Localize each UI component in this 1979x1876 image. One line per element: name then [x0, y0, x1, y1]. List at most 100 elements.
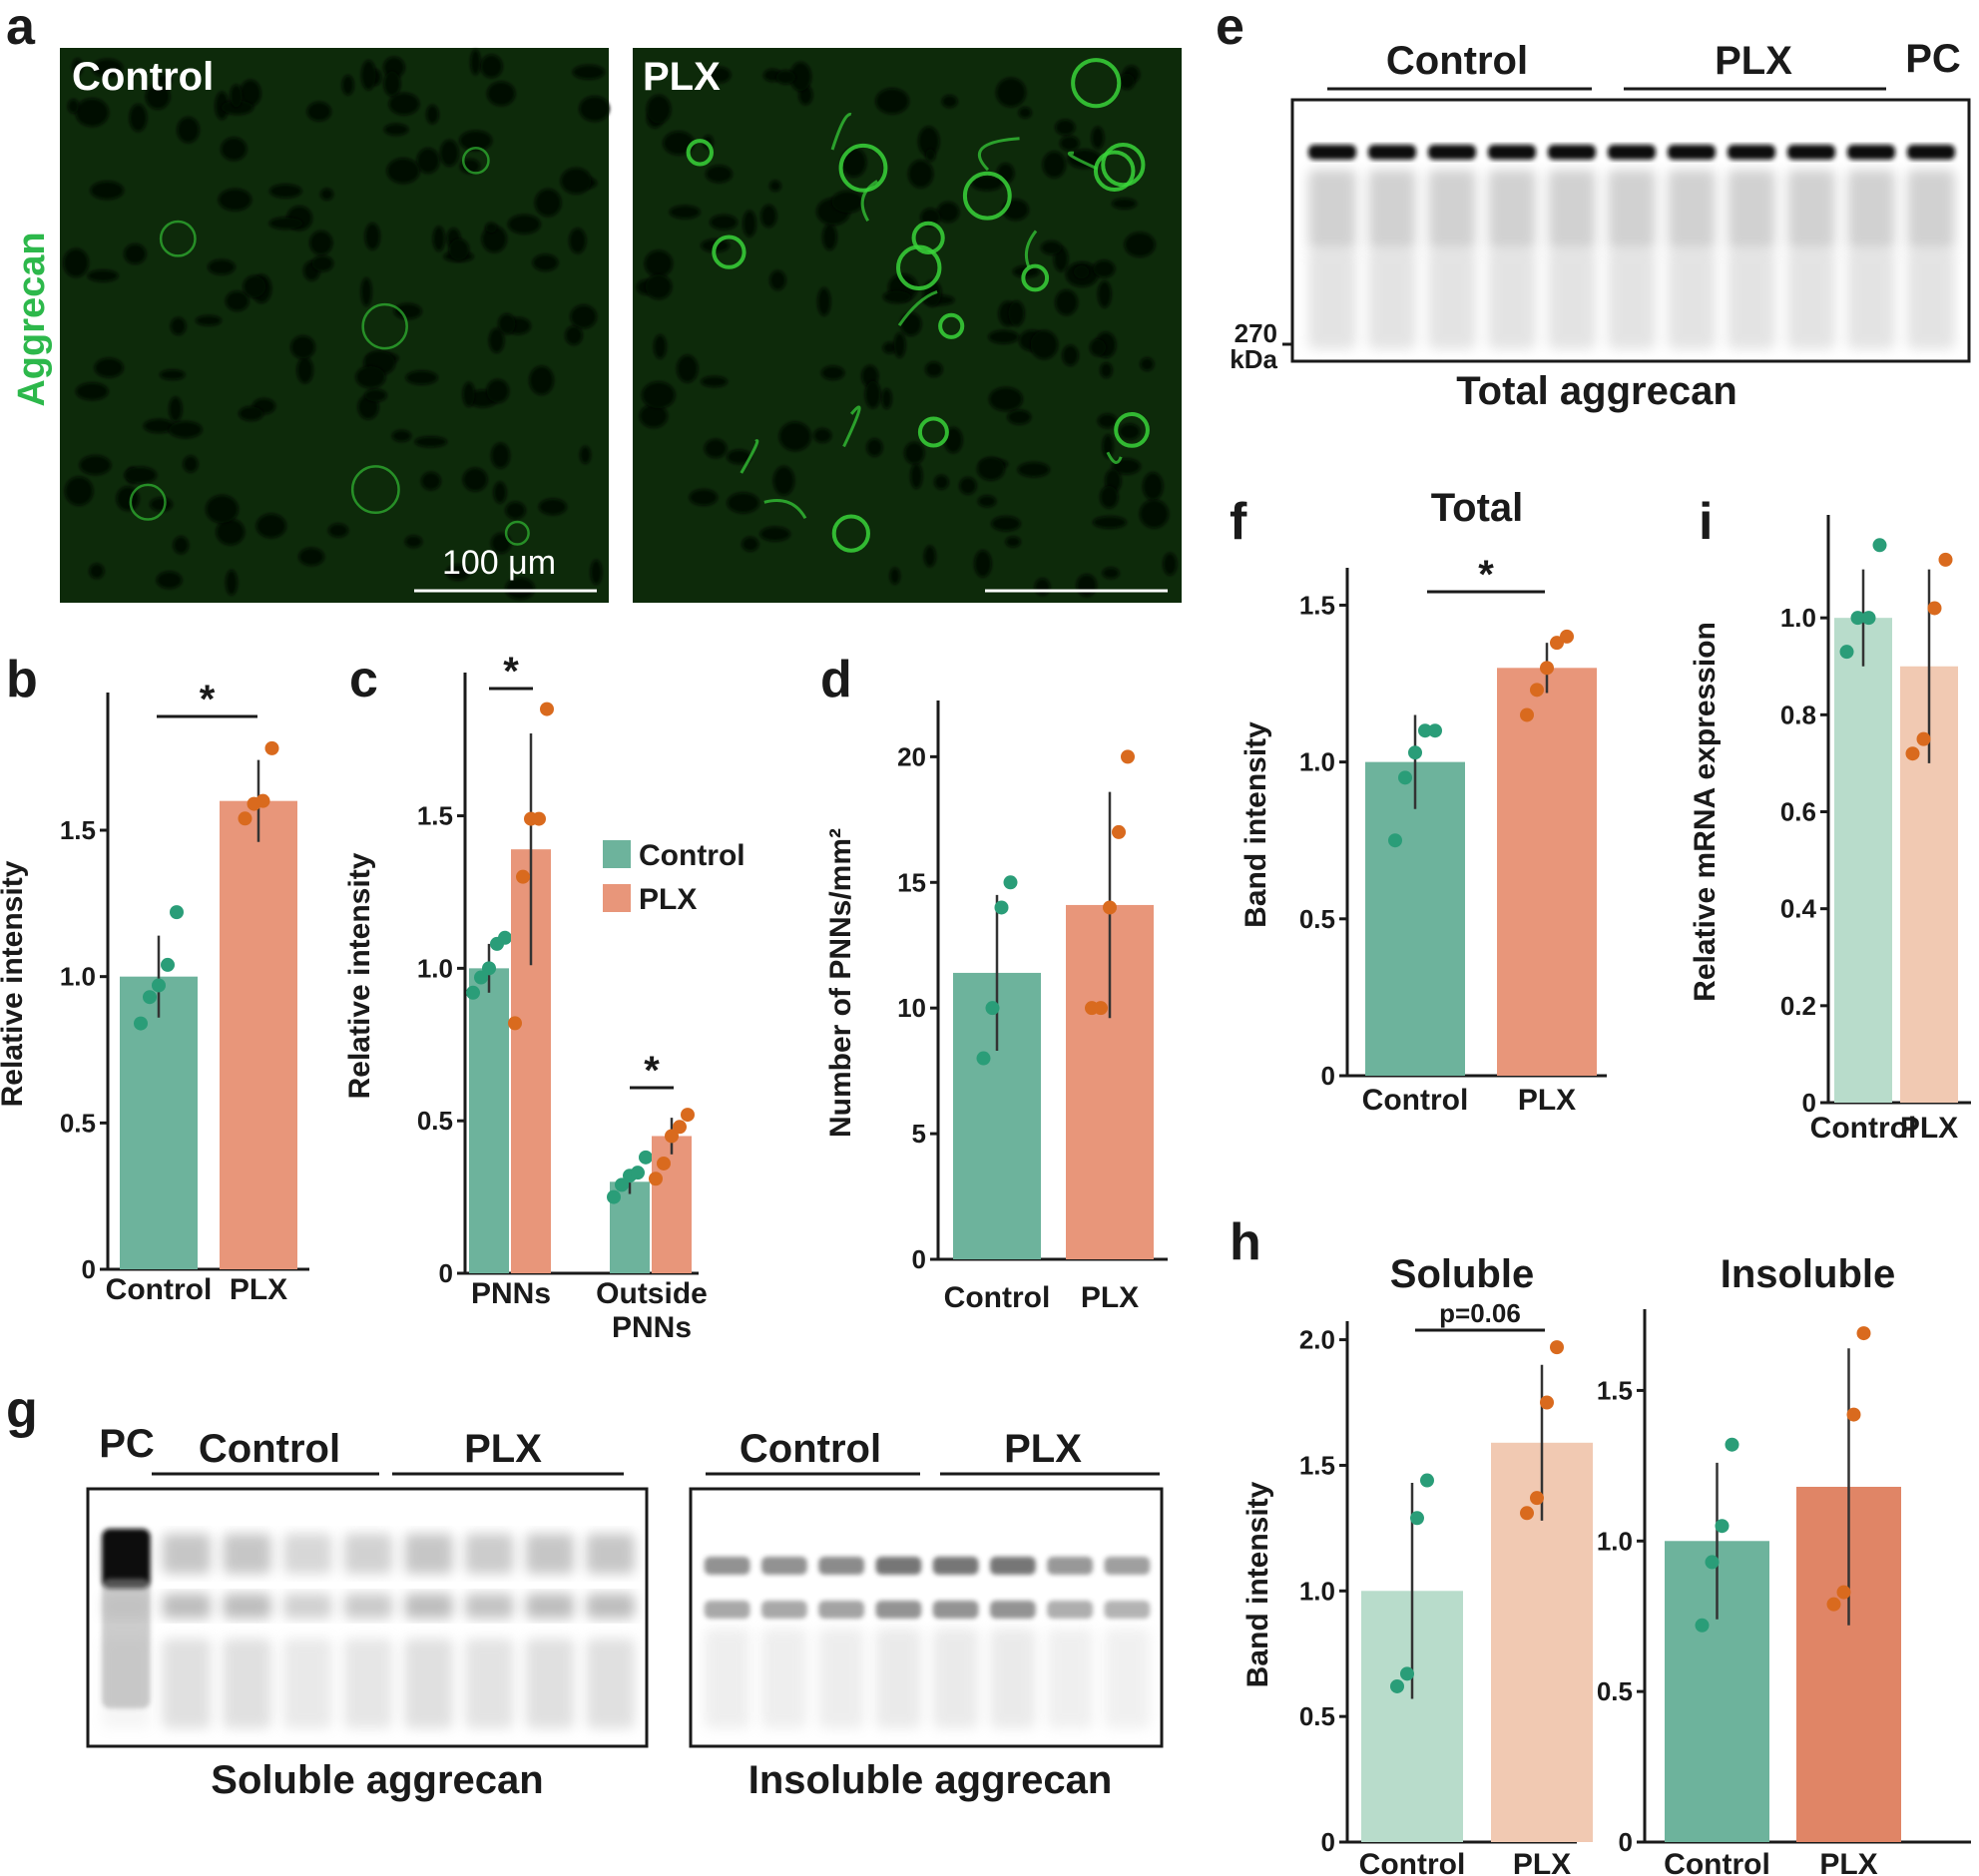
y-tick-label: 0.5: [60, 1108, 96, 1138]
blot-band: [1548, 249, 1596, 349]
cell-hole: [221, 137, 247, 161]
chart-d: 0 5 10 15 20 Number of PNNs/mm² Control PLX: [824, 701, 1168, 1314]
blot-band: [1787, 170, 1835, 249]
blot-band: [989, 1601, 1036, 1619]
cell-hole: [769, 180, 781, 192]
blot-band: [1787, 249, 1835, 349]
y-tick-label: 1.0: [1780, 603, 1816, 633]
data-point: [1938, 552, 1953, 567]
data-point: [1705, 1555, 1720, 1570]
cell-hole: [579, 96, 610, 122]
cell-hole: [173, 536, 189, 555]
y-tick-label: 0: [912, 1244, 926, 1274]
blot-band: [1728, 145, 1775, 160]
cell-hole: [910, 463, 923, 489]
blot-band: [932, 1629, 979, 1728]
data-point: [1520, 1506, 1534, 1521]
blot-caption-total: Total aggrecan: [1456, 369, 1737, 413]
blot-lane: [1488, 145, 1536, 349]
blot-lane: [989, 1557, 1036, 1728]
cell-hole: [727, 492, 759, 514]
y-tick-label: 0.5: [1597, 1676, 1633, 1706]
cell-hole: [959, 477, 977, 495]
cell-hole: [996, 78, 1026, 108]
blot-lane: [586, 1534, 635, 1728]
y-tick-label: 1.5: [1299, 1450, 1335, 1480]
cell-hole: [1102, 434, 1114, 459]
cell-hole: [1119, 423, 1141, 440]
cell-hole: [177, 117, 200, 144]
blot-band: [1428, 145, 1476, 160]
cell-hole: [639, 404, 668, 428]
cell-hole: [1076, 574, 1097, 597]
chart-title: Soluble: [1390, 1252, 1534, 1296]
data-point: [665, 1129, 679, 1144]
significance-label: *: [644, 1049, 660, 1093]
blot-lane: [1728, 145, 1775, 349]
cell-hole: [446, 564, 470, 581]
data-point: [673, 1120, 687, 1135]
blot-band: [1368, 249, 1416, 349]
cell-hole: [925, 361, 943, 377]
micrograph-label-control: Control: [72, 55, 214, 99]
cell-hole: [1055, 289, 1078, 315]
cell-hole: [882, 341, 897, 354]
cell-hole: [156, 74, 173, 87]
blot-lane: [465, 1534, 514, 1728]
cell-hole: [569, 228, 587, 253]
cell-hole: [309, 231, 333, 255]
cell-hole: [934, 474, 949, 490]
blot-caption-insoluble: Insoluble aggrecan: [748, 1758, 1113, 1802]
cell-hole: [156, 571, 183, 589]
pnn-ring: [129, 483, 167, 521]
cell-hole: [290, 335, 315, 359]
y-tick-label: 1.5: [417, 801, 453, 831]
panel-letter-i: i: [1699, 493, 1713, 551]
cell-hole: [1140, 499, 1169, 529]
cell-hole: [822, 224, 837, 250]
cell-hole: [1018, 107, 1032, 119]
panel-letter-c: c: [349, 651, 378, 708]
cell-hole: [742, 537, 759, 552]
blot-lane: [704, 1557, 750, 1728]
cell-hole: [974, 550, 992, 578]
y-axis-label: Relative intensity: [0, 860, 29, 1107]
blot-band: [989, 1629, 1036, 1728]
cell-hole: [1091, 126, 1105, 150]
data-point: [466, 985, 480, 1000]
blot-band: [1608, 249, 1656, 349]
scale-bar-label: 100 μm: [442, 544, 556, 582]
cell-hole: [1100, 362, 1113, 378]
cell-hole: [129, 104, 148, 132]
pnn-ring: [911, 221, 945, 254]
significance-label: *: [1478, 553, 1494, 597]
cell-hole: [386, 158, 420, 184]
cell-hole: [1042, 151, 1066, 179]
blot-band: [283, 1639, 332, 1728]
legend-swatch-plx: [603, 884, 631, 912]
cell-hole: [183, 455, 199, 473]
blot-lane: [1308, 145, 1356, 349]
cell-hole: [991, 516, 1021, 532]
blot-group-control: Control: [740, 1427, 881, 1471]
cell-hole: [498, 313, 516, 334]
data-point: [134, 1016, 148, 1031]
chart-b: 0 0.5 1.0 1.5 Relative intensity Control PLX *: [0, 678, 309, 1306]
y-tick-label: 0: [82, 1254, 96, 1284]
cell-hole: [1067, 149, 1102, 169]
cell-hole: [239, 406, 263, 421]
cell-hole: [908, 160, 934, 189]
data-point: [482, 961, 496, 976]
cell-hole: [94, 357, 124, 378]
process-fiber: [977, 137, 1020, 172]
blot-band: [586, 1534, 635, 1574]
pnn-ring: [1071, 58, 1122, 109]
cell-hole: [1098, 280, 1112, 308]
data-point: [607, 1189, 621, 1204]
bar: [1497, 668, 1597, 1076]
y-axis-label: Relative mRNA expression: [1689, 622, 1722, 1002]
cell-hole: [1041, 240, 1062, 255]
cell-hole: [79, 455, 112, 475]
cell-holes: [63, 49, 610, 600]
